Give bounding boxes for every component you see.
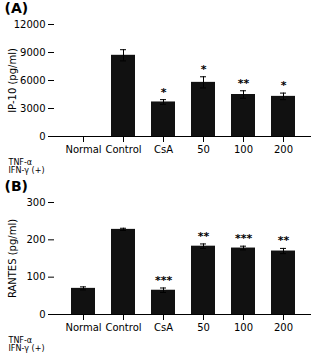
svg-text:(B): (B) — [5, 178, 28, 194]
svg-text:300: 300 — [26, 197, 45, 208]
svg-text:Control: Control — [105, 144, 141, 155]
svg-text:50: 50 — [197, 322, 210, 333]
svg-text:200: 200 — [274, 144, 293, 155]
svg-text:Normal: Normal — [65, 144, 101, 155]
svg-text:**: ** — [278, 234, 290, 247]
svg-text:**: ** — [198, 230, 210, 243]
svg-text:(A): (A) — [5, 0, 29, 16]
svg-text:*: * — [161, 86, 167, 99]
svg-text:Control: Control — [105, 322, 141, 333]
svg-text:CsA: CsA — [154, 144, 173, 155]
svg-text:9000: 9000 — [20, 47, 45, 58]
svg-text:***: *** — [155, 274, 173, 287]
svg-text:0: 0 — [39, 131, 45, 142]
svg-text:0: 0 — [39, 309, 45, 320]
svg-text:TNF-αIFN-γ (+): TNF-αIFN-γ (+) — [8, 158, 45, 175]
svg-text:50: 50 — [197, 144, 210, 155]
svg-text:100: 100 — [234, 322, 253, 333]
svg-text:CsA: CsA — [154, 322, 173, 333]
svg-text:3000: 3000 — [20, 103, 45, 114]
svg-text:*: * — [201, 63, 207, 76]
svg-text:12000: 12000 — [14, 19, 46, 30]
svg-text:IP-10 (pg/ml): IP-10 (pg/ml) — [7, 48, 18, 113]
svg-text:Normal: Normal — [65, 322, 101, 333]
svg-text:6000: 6000 — [20, 75, 45, 86]
svg-text:100: 100 — [26, 271, 45, 282]
svg-text:**: ** — [238, 77, 250, 90]
svg-text:RANTES (pg/ml): RANTES (pg/ml) — [7, 219, 18, 298]
svg-text:200: 200 — [26, 234, 45, 245]
svg-text:*: * — [281, 79, 287, 92]
svg-text:200: 200 — [274, 322, 293, 333]
svg-text:100: 100 — [234, 144, 253, 155]
svg-text:***: *** — [235, 232, 253, 245]
svg-text:TNF-αIFN-γ (+): TNF-αIFN-γ (+) — [8, 336, 45, 353]
